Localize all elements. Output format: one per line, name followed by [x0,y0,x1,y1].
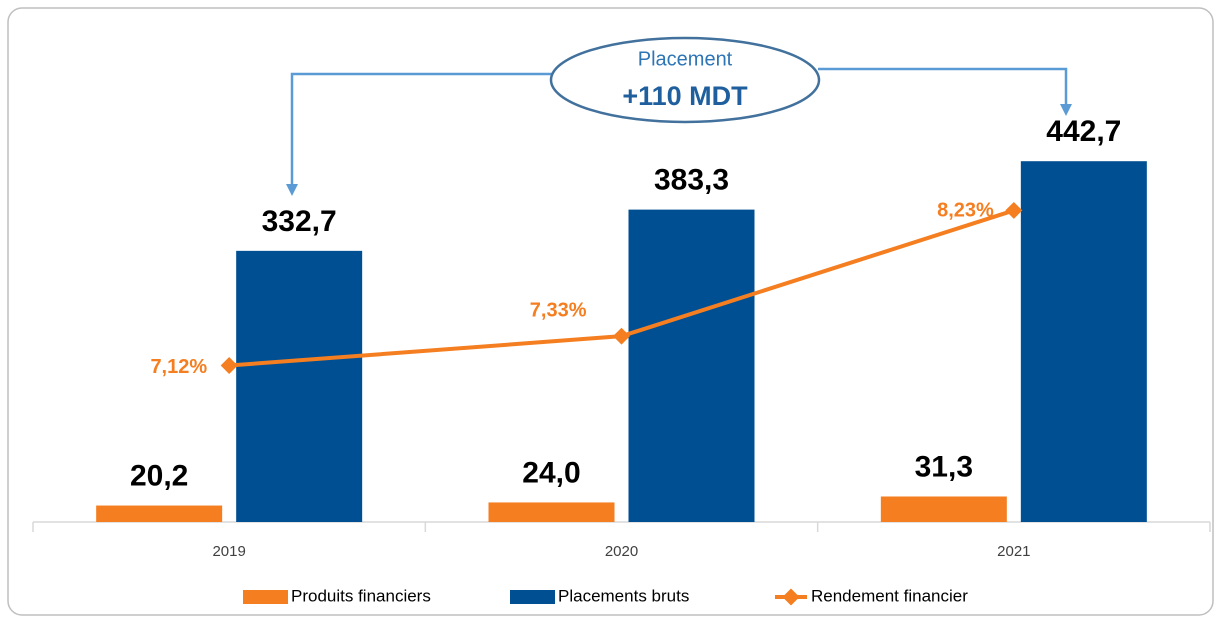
legend-label: Produits financiers [291,586,431,605]
bar [880,496,1007,522]
x-tick-label: 2019 [212,543,245,560]
data-label: 383,3 [654,164,729,197]
x-tick-label: 2020 [605,543,638,560]
arrow-head [1060,104,1072,116]
arrow [818,67,1068,106]
x-tick-label: 2021 [997,543,1030,560]
legend-label: Rendement financier [811,586,968,605]
bar [96,505,223,522]
data-label: 20,2 [130,459,188,492]
data-label: 7,12% [150,356,207,378]
arrow [290,72,552,186]
bar [628,209,755,522]
data-label: 8,23% [937,200,994,222]
legend-label: Placements bruts [558,586,689,605]
line-marker [613,327,630,345]
bar [236,250,363,523]
data-label: 24,0 [522,456,580,489]
data-label: 31,3 [915,450,973,483]
annotation: Placement +110 MDT [286,36,1072,196]
annotation-value: +110 MDT [622,81,748,111]
bar [488,502,615,522]
data-label: 7,33% [530,299,587,321]
annotation-ellipse [549,36,821,124]
data-label: 332,7 [262,205,337,238]
line-marker [1005,201,1023,219]
line-marker [220,357,238,375]
data-label: 442,7 [1046,115,1121,148]
bar [1020,161,1147,522]
legend-swatch [510,590,555,604]
plot-area: 2019 2020 2021 20,2 24,0 31,3 332,7 383,3 442,7 7… [32,115,1211,606]
annotation-title: Placement [638,48,733,70]
legend-swatch [243,590,288,604]
legend-swatch [782,588,800,606]
arrow-head [286,184,298,196]
